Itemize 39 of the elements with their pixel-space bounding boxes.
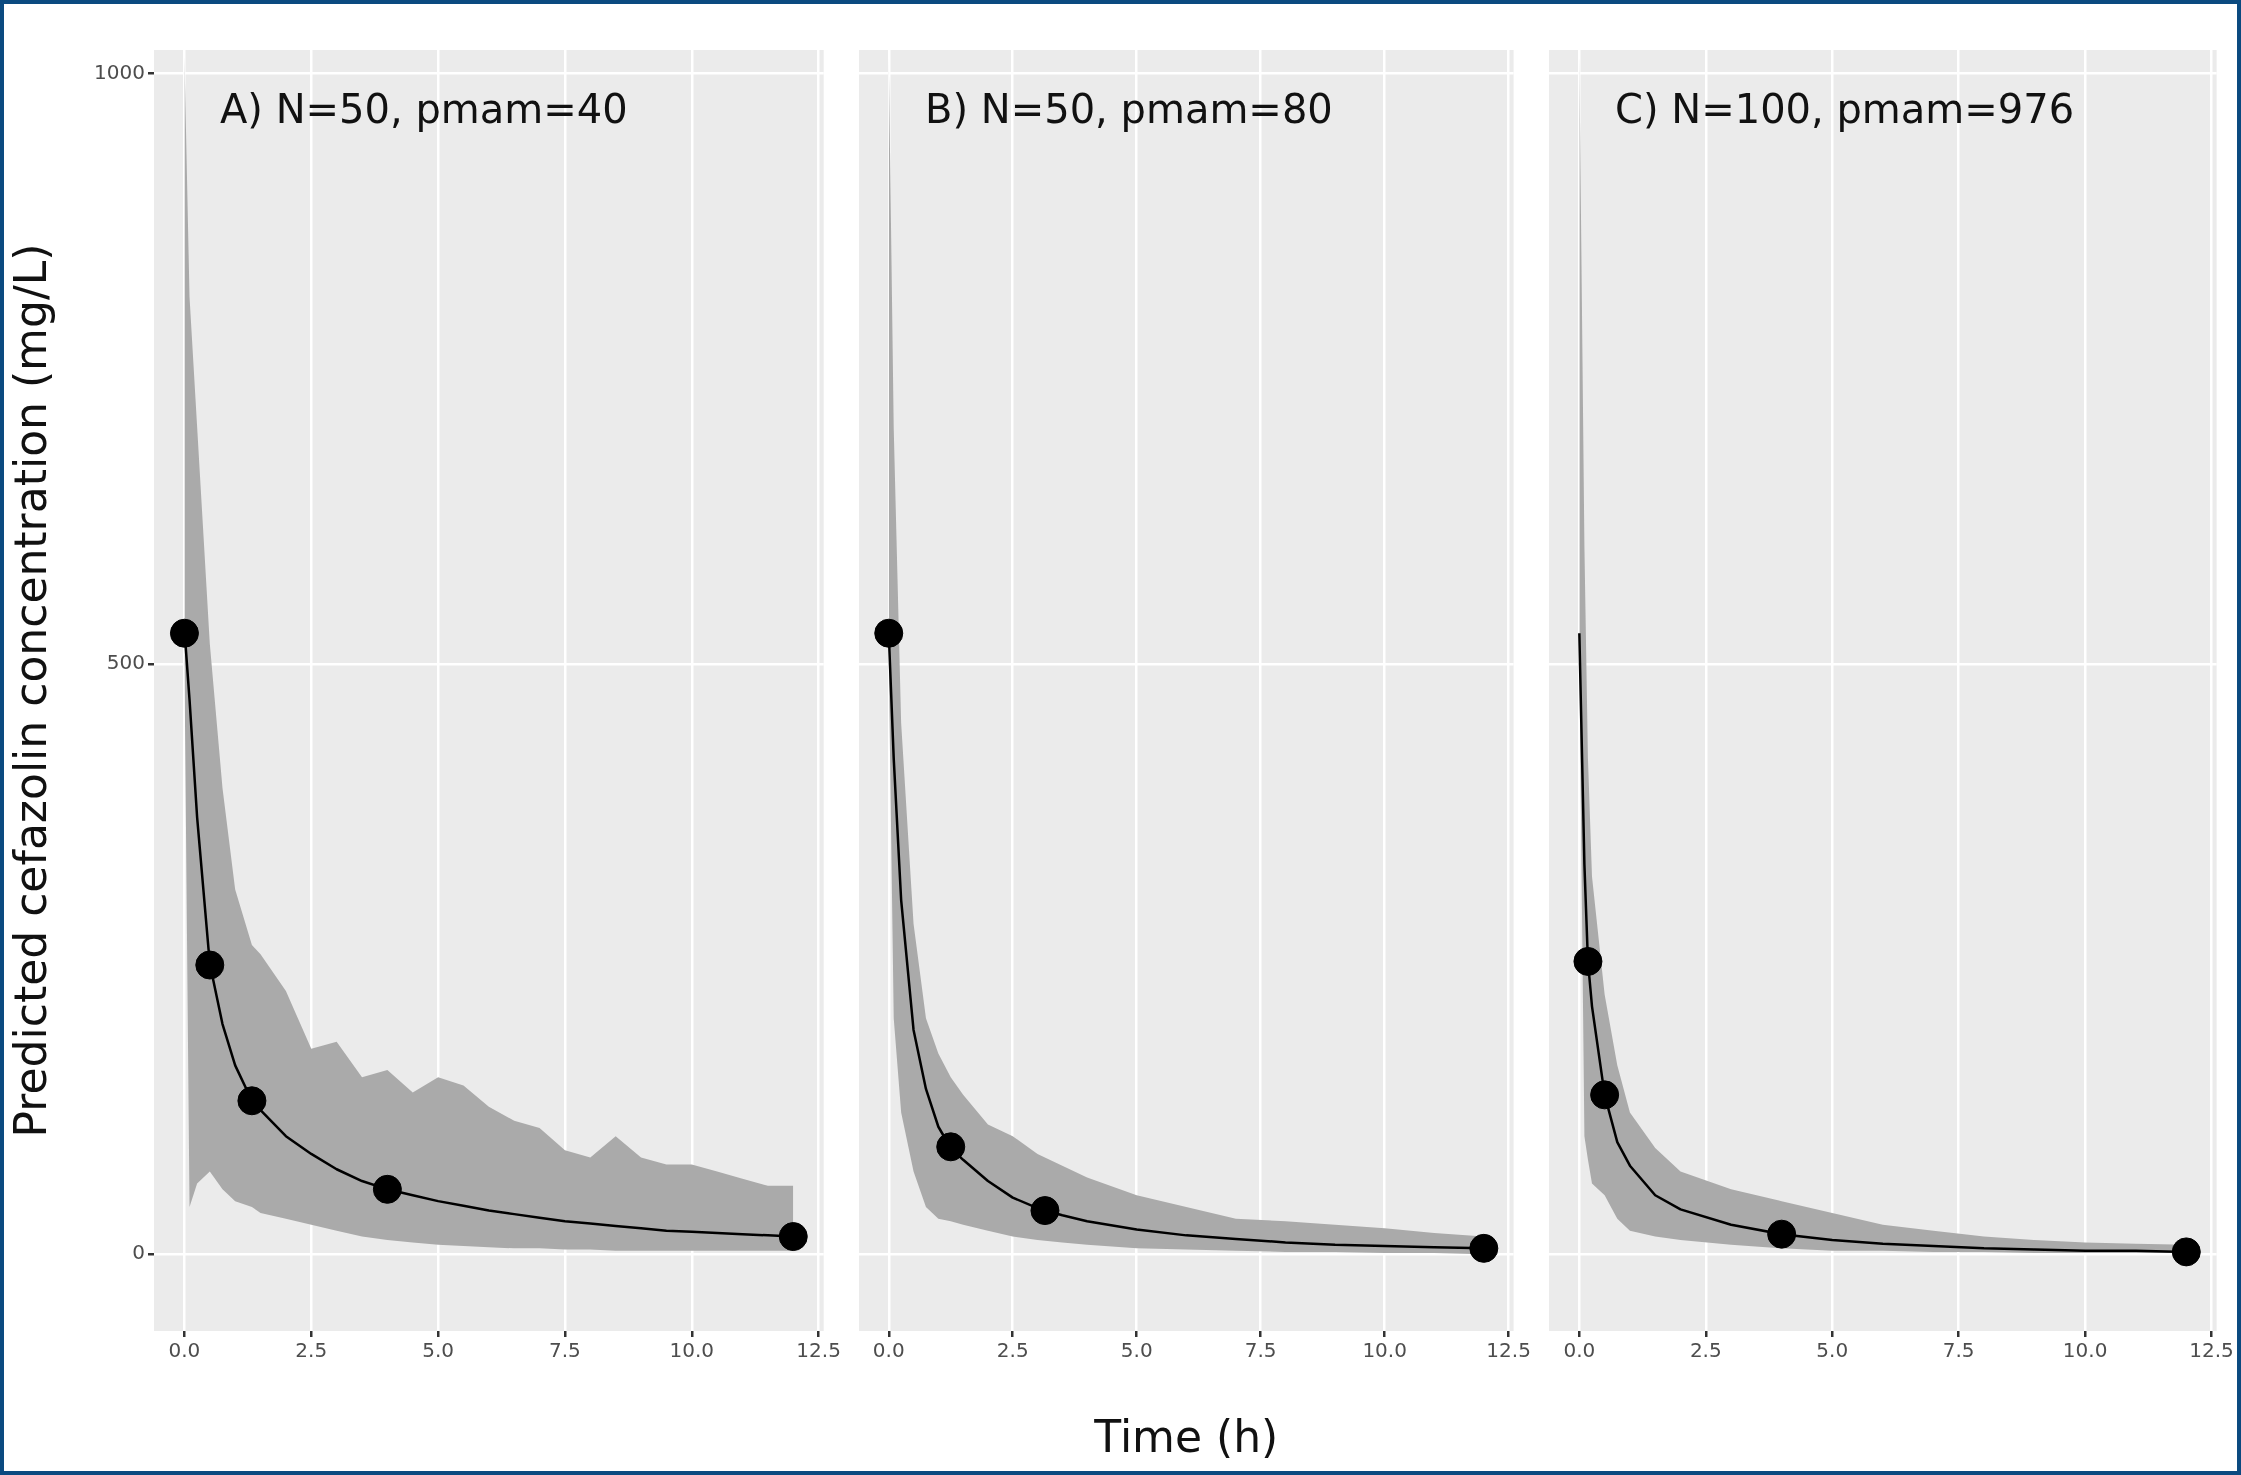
x-tick-label: 12.5	[1486, 1338, 1531, 1363]
x-tick-label: 2.5	[295, 1338, 328, 1363]
y-tick-label: 500	[106, 650, 145, 675]
point	[1573, 946, 1603, 976]
x-tick-label: 0.0	[168, 1338, 201, 1363]
x-tick-label: 5.0	[1120, 1338, 1153, 1363]
text: A) N=50, pmam=40	[220, 86, 628, 133]
x-tick-label: 10.0	[1362, 1338, 1407, 1363]
point	[2171, 1237, 2201, 1267]
x-tick-label: 12.5	[2189, 1338, 2234, 1363]
point	[936, 1132, 966, 1162]
point	[1767, 1219, 1797, 1249]
x-tick-label: 2.5	[996, 1338, 1029, 1363]
x-tick-label: 0.0	[872, 1338, 905, 1363]
point	[1030, 1196, 1060, 1226]
x-axis-title: Time (h)	[1093, 1411, 1279, 1463]
point	[372, 1174, 402, 1204]
x-tick-label: 5.0	[422, 1338, 455, 1363]
x-tick-label: 0.0	[1563, 1338, 1596, 1363]
text: B) N=50, pmam=80	[925, 86, 1333, 133]
text: C) N=100, pmam=976	[1615, 86, 2075, 133]
y-tick-label: 0	[132, 1240, 145, 1265]
y-tick-label: 1000	[94, 59, 145, 84]
y-axis-title: Predicted cefazolin concentration (mg/L)	[4, 243, 56, 1138]
x-tick-label: 5.0	[1816, 1338, 1849, 1363]
x-tick-label: 10.0	[2062, 1338, 2108, 1363]
point	[874, 618, 904, 648]
point	[237, 1086, 267, 1116]
point	[169, 618, 199, 648]
point	[778, 1222, 808, 1252]
x-tick-label: 2.5	[1689, 1338, 1722, 1363]
point	[1469, 1233, 1499, 1263]
x-tick-label: 7.5	[1244, 1338, 1277, 1363]
x-tick-label: 7.5	[1942, 1338, 1975, 1363]
point	[1590, 1080, 1620, 1110]
x-tick-label: 7.5	[549, 1338, 581, 1363]
point	[195, 950, 225, 980]
x-tick-label: 10.0	[669, 1338, 715, 1363]
x-tick-label: 12.5	[796, 1338, 841, 1363]
